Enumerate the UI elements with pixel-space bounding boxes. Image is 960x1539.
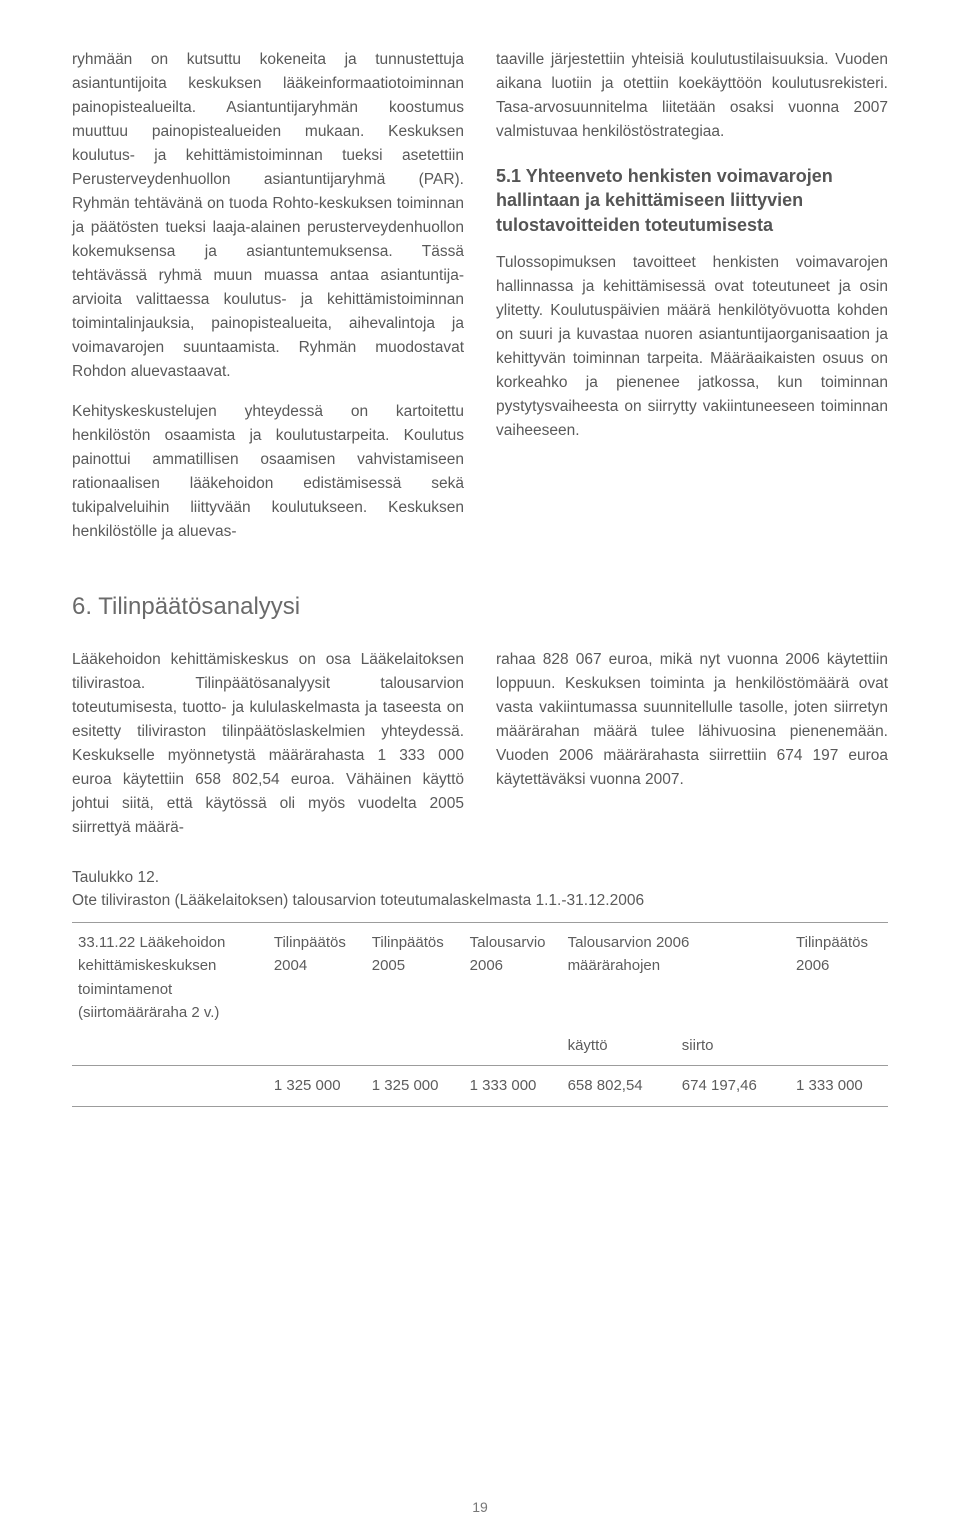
body-paragraph: rahaa 828 067 euroa, mikä nyt vuonna 200… xyxy=(496,648,888,792)
table-header-cell: 33.11.22 Lääkehoidon kehittämiskeskuksen… xyxy=(72,923,268,1033)
table-cell xyxy=(72,1066,268,1106)
page-number: 19 xyxy=(472,1497,488,1519)
section6-body: Lääkehoidon kehittämiskeskus on osa Lääk… xyxy=(72,648,888,840)
table-cell: 1 325 000 xyxy=(366,1066,464,1106)
table-cell: 1 325 000 xyxy=(268,1066,366,1106)
top-right-column: taaville järjestettiin yhteisiä koulutus… xyxy=(496,48,888,544)
table-caption-line: Taulukko 12. xyxy=(72,866,888,889)
table-header-cell: Tilinpäätös 2005 xyxy=(366,923,464,1033)
table-cell: 1 333 000 xyxy=(464,1066,562,1106)
body-paragraph: Kehityskeskustelujen yhteydessä on karto… xyxy=(72,400,464,544)
body-paragraph: taaville järjestettiin yhteisiä koulutus… xyxy=(496,48,888,144)
top-text-block: ryhmään on kutsuttu kokeneita ja tunnust… xyxy=(72,48,888,544)
body-paragraph: Lääkehoidon kehittämiskeskus on osa Lääk… xyxy=(72,648,464,840)
table-header-cell: Tilinpäätös 2006 xyxy=(790,923,888,1033)
section6-left-column: Lääkehoidon kehittämiskeskus on osa Lääk… xyxy=(72,648,464,840)
table12: 33.11.22 Lääkehoidon kehittämiskeskuksen… xyxy=(72,922,888,1107)
section6-right-column: rahaa 828 067 euroa, mikä nyt vuonna 200… xyxy=(496,648,888,840)
table12-caption: Taulukko 12. Ote tiliviraston (Lääkelait… xyxy=(72,866,888,913)
table-header-row: 33.11.22 Lääkehoidon kehittämiskeskuksen… xyxy=(72,923,888,1033)
table-subheader-cell: siirto xyxy=(676,1032,790,1066)
section-heading-6: 6. Tilinpäätösanalyysi xyxy=(72,588,888,625)
table-row: 1 325 000 1 325 000 1 333 000 658 802,54… xyxy=(72,1066,888,1106)
body-paragraph: Tulossopimuksen tavoitteet henkisten voi… xyxy=(496,251,888,443)
table-header-cell: Talousarvio 2006 xyxy=(464,923,562,1033)
table-caption-line: Ote tiliviraston (Lääkelaitoksen) talous… xyxy=(72,889,888,912)
table-cell: 674 197,46 xyxy=(676,1066,790,1106)
table-header-cell: Talousarvion 2006 määrärahojen xyxy=(562,923,790,1033)
table-subheader-cell: käyttö xyxy=(562,1032,676,1066)
top-left-column: ryhmään on kutsuttu kokeneita ja tunnust… xyxy=(72,48,464,544)
table-header-cell: Tilinpäätös 2004 xyxy=(268,923,366,1033)
subsection-heading-5-1: 5.1 Yhteenveto henkisten voimavarojen ha… xyxy=(496,164,888,237)
table-subheader-row: käyttö siirto xyxy=(72,1032,888,1066)
table-cell: 1 333 000 xyxy=(790,1066,888,1106)
body-paragraph: ryhmään on kutsuttu kokeneita ja tunnust… xyxy=(72,48,464,384)
table-cell: 658 802,54 xyxy=(562,1066,676,1106)
